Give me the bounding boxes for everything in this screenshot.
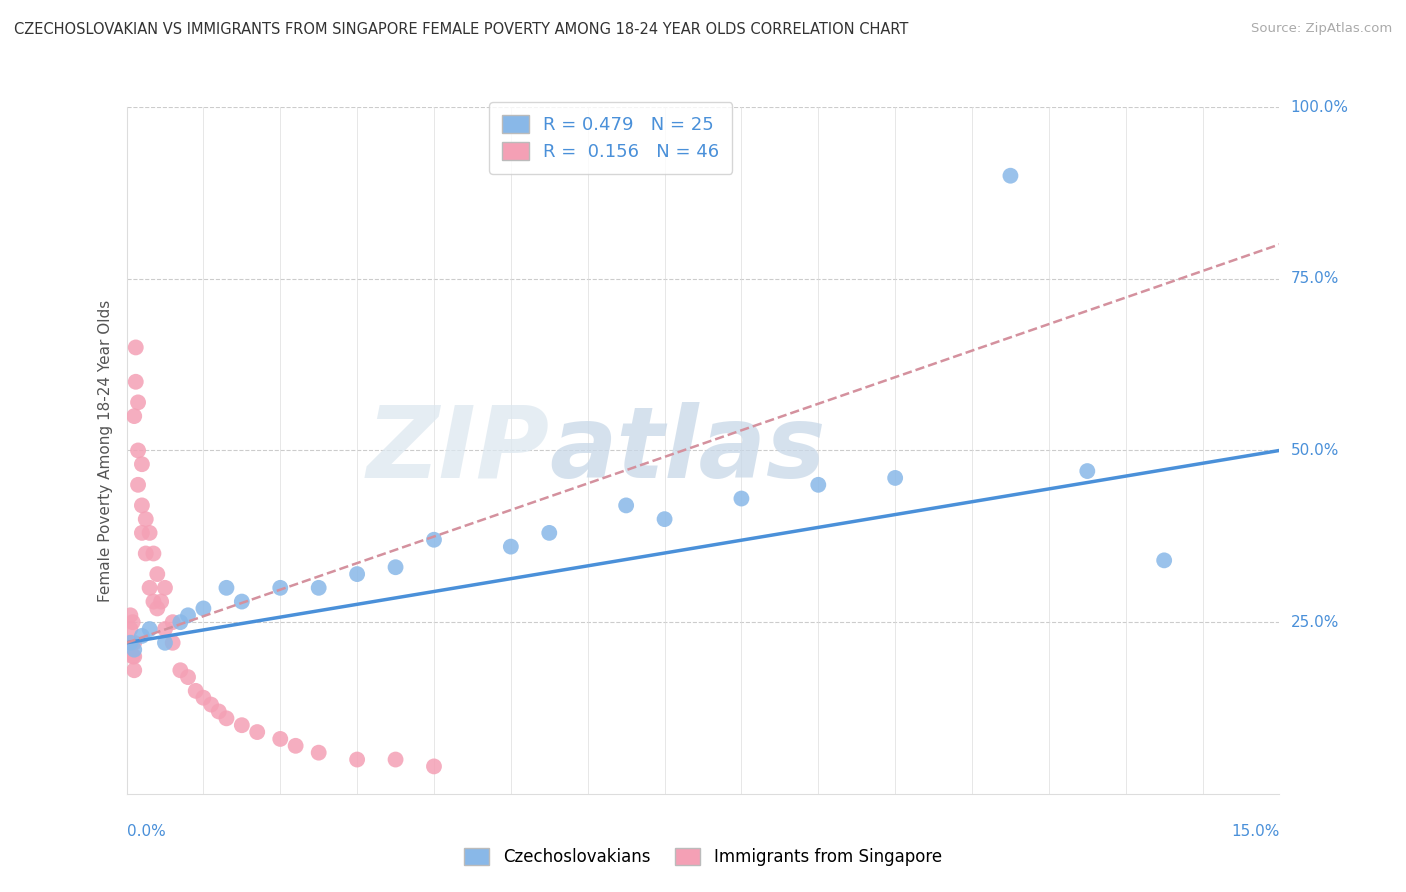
Point bbox=[127, 395, 149, 409]
Point bbox=[138, 525, 160, 540]
Point bbox=[231, 594, 253, 608]
Text: 15.0%: 15.0% bbox=[1232, 824, 1279, 839]
Text: 50.0%: 50.0% bbox=[1291, 443, 1339, 458]
Point bbox=[499, 540, 522, 554]
Point bbox=[122, 409, 145, 424]
Point bbox=[654, 512, 676, 526]
Point bbox=[346, 753, 368, 767]
Point bbox=[423, 533, 446, 547]
Point bbox=[121, 649, 143, 664]
Point bbox=[538, 525, 561, 540]
Point bbox=[884, 471, 907, 485]
Point bbox=[200, 698, 222, 712]
Text: CZECHOSLOVAKIAN VS IMMIGRANTS FROM SINGAPORE FEMALE POVERTY AMONG 18-24 YEAR OLD: CZECHOSLOVAKIAN VS IMMIGRANTS FROM SINGA… bbox=[14, 22, 908, 37]
Point bbox=[308, 581, 330, 595]
Point bbox=[122, 636, 145, 650]
Point bbox=[146, 601, 169, 615]
Point bbox=[169, 663, 191, 677]
Point bbox=[730, 491, 752, 506]
Point bbox=[1076, 464, 1098, 478]
Text: atlas: atlas bbox=[550, 402, 825, 499]
Y-axis label: Female Poverty Among 18-24 Year Olds: Female Poverty Among 18-24 Year Olds bbox=[97, 300, 112, 601]
Point bbox=[127, 478, 149, 492]
Text: ZIP: ZIP bbox=[367, 402, 550, 499]
Point bbox=[131, 525, 153, 540]
Point bbox=[215, 581, 238, 595]
Point bbox=[131, 629, 153, 643]
Point bbox=[120, 622, 142, 636]
Point bbox=[153, 636, 176, 650]
Point bbox=[146, 567, 169, 582]
Point bbox=[131, 457, 153, 471]
Point bbox=[177, 608, 200, 623]
Point bbox=[125, 340, 148, 354]
Point bbox=[1000, 169, 1022, 183]
Point bbox=[153, 622, 176, 636]
Point bbox=[184, 683, 207, 698]
Point bbox=[308, 746, 330, 760]
Point bbox=[131, 499, 153, 513]
Point bbox=[150, 594, 173, 608]
Point bbox=[246, 725, 269, 739]
Point bbox=[121, 615, 143, 630]
Point bbox=[215, 711, 238, 725]
Point bbox=[122, 642, 145, 657]
Point bbox=[423, 759, 446, 773]
Point bbox=[807, 478, 830, 492]
Point bbox=[1153, 553, 1175, 567]
Point bbox=[162, 636, 184, 650]
Point bbox=[208, 705, 231, 719]
Point bbox=[122, 649, 145, 664]
Text: 0.0%: 0.0% bbox=[127, 824, 166, 839]
Point bbox=[120, 636, 142, 650]
Point bbox=[177, 670, 200, 684]
Point bbox=[120, 608, 142, 623]
Legend: Czechoslovakians, Immigrants from Singapore: Czechoslovakians, Immigrants from Singap… bbox=[456, 840, 950, 875]
Point bbox=[121, 636, 143, 650]
Point bbox=[138, 581, 160, 595]
Text: 75.0%: 75.0% bbox=[1291, 271, 1339, 286]
Legend: R = 0.479   N = 25, R =  0.156   N = 46: R = 0.479 N = 25, R = 0.156 N = 46 bbox=[489, 103, 733, 174]
Point bbox=[193, 690, 215, 705]
Point bbox=[269, 731, 291, 746]
Point bbox=[127, 443, 149, 458]
Point bbox=[120, 636, 142, 650]
Point bbox=[142, 546, 165, 561]
Point bbox=[384, 753, 406, 767]
Point bbox=[269, 581, 291, 595]
Text: 100.0%: 100.0% bbox=[1291, 100, 1348, 114]
Point bbox=[153, 581, 176, 595]
Point bbox=[142, 594, 165, 608]
Point bbox=[138, 622, 160, 636]
Point bbox=[135, 512, 157, 526]
Point bbox=[162, 615, 184, 630]
Point bbox=[135, 546, 157, 561]
Point bbox=[346, 567, 368, 582]
Point bbox=[193, 601, 215, 615]
Point bbox=[614, 499, 637, 513]
Point bbox=[125, 375, 148, 389]
Point bbox=[284, 739, 307, 753]
Point bbox=[231, 718, 253, 732]
Text: Source: ZipAtlas.com: Source: ZipAtlas.com bbox=[1251, 22, 1392, 36]
Point bbox=[384, 560, 406, 574]
Point bbox=[169, 615, 191, 630]
Text: 25.0%: 25.0% bbox=[1291, 615, 1339, 630]
Point bbox=[122, 663, 145, 677]
